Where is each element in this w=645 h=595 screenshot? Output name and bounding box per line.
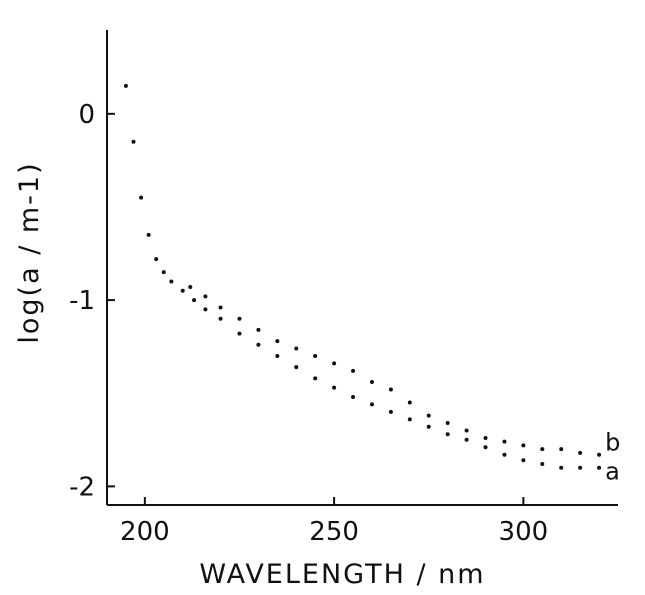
data-point-b — [445, 421, 450, 426]
data-point-a — [540, 462, 545, 467]
data-point-a — [123, 83, 128, 88]
data-point-b — [407, 400, 412, 405]
data-point-b — [369, 380, 374, 385]
x-axis-label: WAVELENGTH / nm — [199, 559, 485, 590]
data-point-b — [388, 387, 393, 392]
data-point-b — [275, 339, 280, 344]
data-point-b — [521, 443, 526, 448]
data-point-a — [161, 270, 166, 275]
data-point-b — [559, 447, 564, 452]
data-point-b — [294, 346, 299, 351]
data-point-a — [388, 409, 393, 414]
data-point-a — [237, 331, 242, 336]
data-point-a — [407, 417, 412, 422]
data-point-a — [154, 257, 159, 262]
data-point-b — [351, 368, 356, 373]
data-point-a — [351, 394, 356, 399]
data-point-b — [313, 353, 318, 358]
data-point-b — [502, 439, 507, 444]
data-point-a — [256, 342, 261, 347]
data-point-b — [578, 450, 583, 455]
data-point-a — [146, 232, 151, 237]
y-tick-label: -1 — [69, 286, 95, 316]
data-points — [123, 83, 602, 470]
data-point-a — [502, 452, 507, 457]
x-tick-label: 200 — [120, 517, 170, 547]
series-labels: ab — [605, 429, 620, 486]
data-point-a — [559, 465, 564, 470]
data-point-b — [203, 294, 208, 299]
series-b — [188, 285, 602, 457]
x-tick-label: 250 — [309, 517, 359, 547]
axes — [106, 30, 618, 506]
data-point-a — [597, 465, 602, 470]
y-tick-label: 0 — [78, 100, 95, 130]
data-point-a — [294, 365, 299, 370]
data-point-a — [464, 437, 469, 442]
data-point-b — [332, 361, 337, 366]
y-tick-label: -2 — [69, 472, 95, 502]
data-point-b — [540, 447, 545, 452]
data-point-a — [275, 353, 280, 358]
data-point-a — [169, 279, 174, 284]
data-point-b — [483, 435, 488, 440]
ticks: 200 250 300 0 -1 -2 — [69, 100, 548, 547]
data-point-b — [464, 428, 469, 433]
data-point-a — [426, 424, 431, 429]
data-point-b — [188, 285, 193, 290]
data-point-a — [203, 307, 208, 312]
series-a — [123, 83, 602, 470]
data-point-a — [521, 458, 526, 463]
data-point-a — [139, 195, 144, 200]
y-axis-label: log(a / m-1) — [14, 161, 45, 343]
data-point-b — [218, 305, 223, 310]
data-point-a — [578, 465, 583, 470]
data-point-a — [369, 402, 374, 407]
data-point-a — [180, 288, 185, 293]
data-point-a — [483, 445, 488, 450]
data-point-b — [256, 327, 261, 332]
data-point-b — [237, 316, 242, 321]
data-point-b — [597, 452, 602, 457]
data-point-a — [332, 385, 337, 390]
data-point-a — [192, 298, 197, 303]
x-tick-label: 300 — [499, 517, 549, 547]
data-point-a — [218, 316, 223, 321]
data-point-a — [313, 376, 318, 381]
data-point-a — [445, 432, 450, 437]
series-label-b: b — [605, 429, 620, 457]
series-label-a: a — [605, 458, 620, 486]
data-point-a — [131, 139, 136, 144]
data-point-b — [426, 413, 431, 418]
